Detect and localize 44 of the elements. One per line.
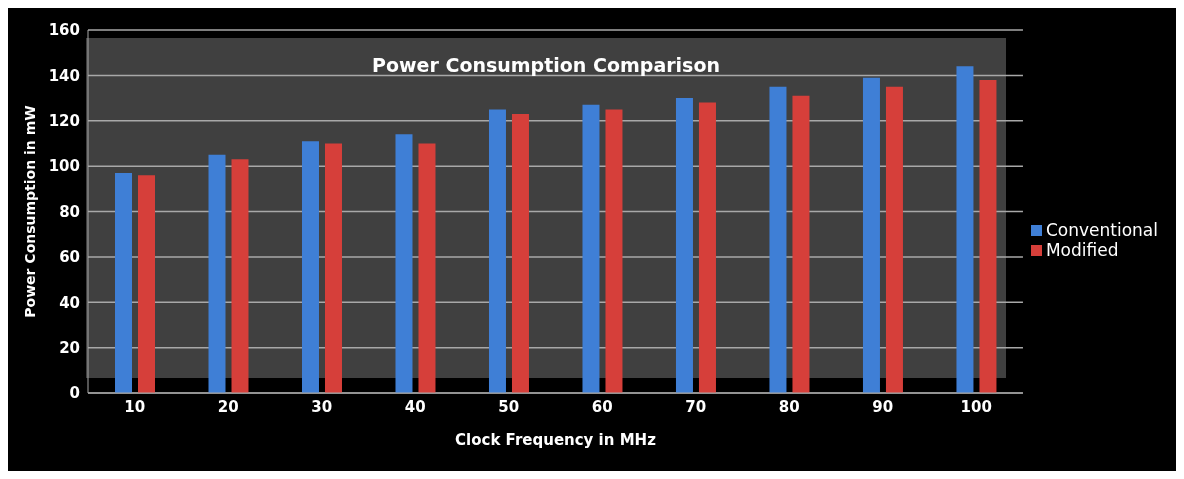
y-tick-label: 120: [48, 112, 80, 131]
text: Power Consumption Comparison: [371, 54, 721, 76]
x-tick-label: 50: [498, 397, 520, 416]
legend-label: Conventional: [1045, 219, 1158, 240]
bar: [698, 102, 716, 393]
bar: [324, 143, 342, 393]
bar: [511, 113, 529, 393]
bar: [956, 66, 974, 393]
bar: [231, 159, 249, 393]
bar: [208, 154, 226, 393]
bar: [395, 134, 413, 393]
x-tick-label: 10: [124, 397, 146, 416]
y-tick-label: 40: [59, 293, 80, 312]
x-tick-label: 20: [217, 397, 239, 416]
bar: [582, 104, 600, 393]
bar: [885, 86, 903, 393]
bar: [979, 79, 997, 393]
x-tick-label: 40: [404, 397, 426, 416]
y-tick-label: 20: [59, 338, 80, 357]
y-tick-label: 160: [48, 21, 80, 40]
y-tick-label: 0: [69, 384, 80, 403]
bar: [418, 143, 436, 393]
bar: [605, 109, 623, 393]
bar: [138, 175, 155, 393]
bar: [792, 95, 810, 393]
x-axis-title: Clock Frequency in MHz: [455, 431, 657, 449]
x-tick-label: 60: [591, 397, 613, 416]
x-tick-label: 100: [960, 397, 992, 416]
bar: [862, 77, 880, 393]
legend-label: Modified: [1045, 239, 1119, 260]
y-axis-title: Power Consumption in mW: [21, 105, 38, 318]
bar: [488, 109, 506, 393]
x-tick-label: 90: [872, 397, 894, 416]
x-tick-label: 70: [685, 397, 707, 416]
y-tick-label: 60: [59, 248, 80, 267]
y-tick-label: 140: [48, 66, 80, 85]
y-tick-label: 100: [48, 157, 80, 176]
y-tick-label: 80: [59, 202, 80, 221]
x-tick-label: 30: [311, 397, 333, 416]
bar: [769, 86, 787, 393]
bar: [301, 141, 319, 393]
x-tick-label: 80: [778, 397, 800, 416]
bar: [675, 98, 693, 393]
bar: [115, 172, 132, 393]
